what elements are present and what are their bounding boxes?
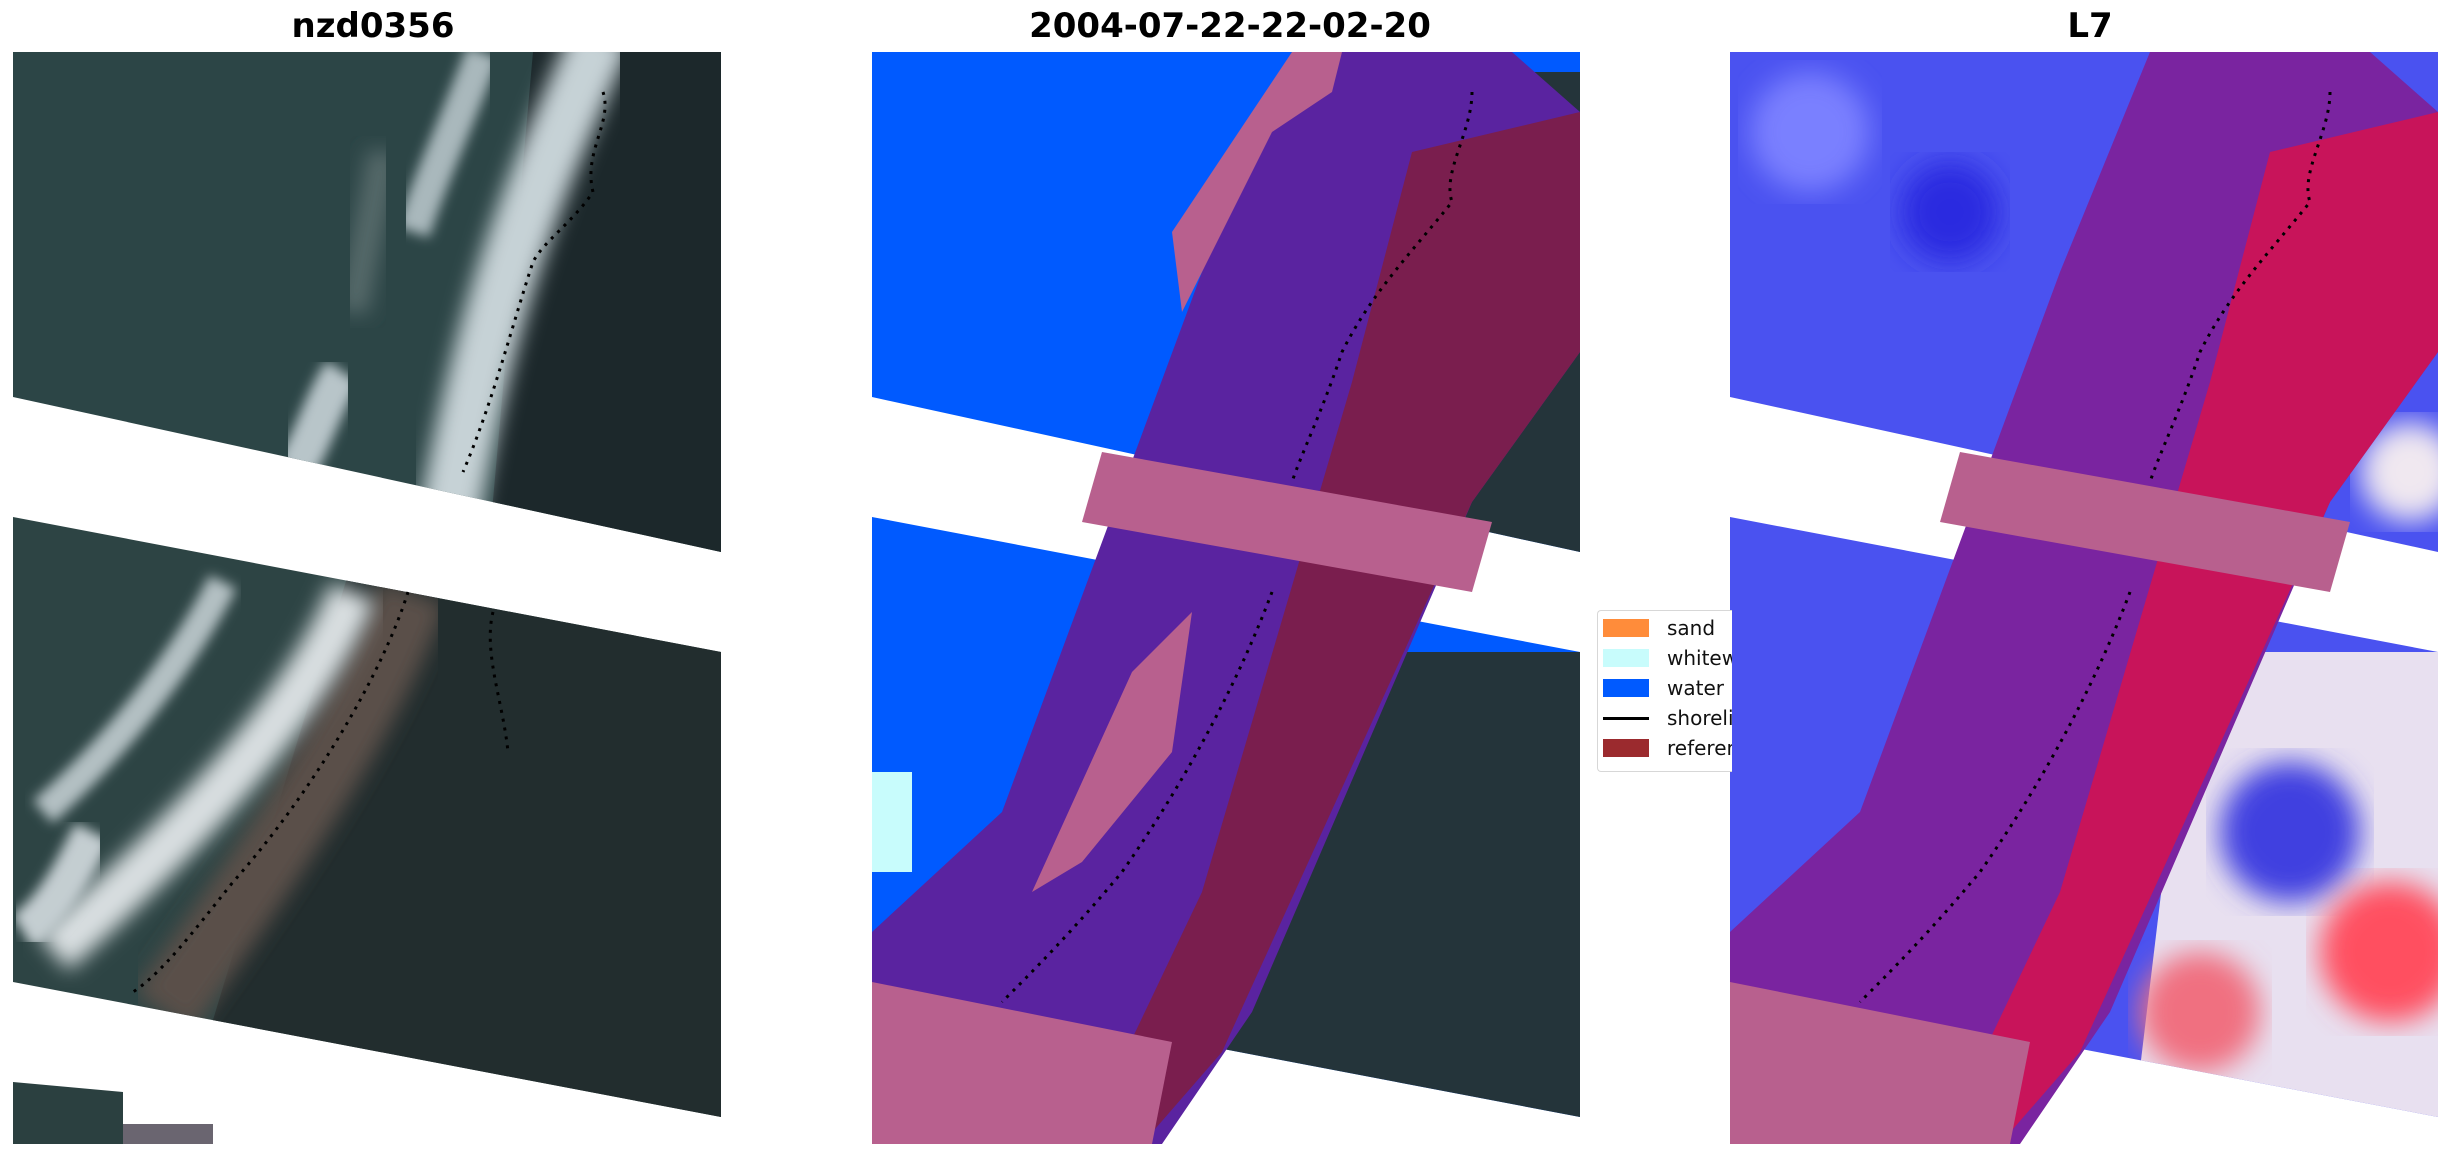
- legend-item-water: water: [1598, 673, 1724, 703]
- panel-title-index: L7: [2067, 6, 2113, 46]
- classification-panel: [872, 52, 1580, 1144]
- index-panel: [1730, 52, 2438, 1144]
- water-swatch: [1603, 679, 1649, 697]
- sand-swatch: [1603, 619, 1649, 637]
- legend-label-sand: sand: [1667, 616, 1716, 640]
- legend-label-reference: reference: [1667, 736, 1732, 760]
- legend-item-sand: sand: [1598, 613, 1715, 643]
- whitewater-swatch: [1603, 649, 1649, 667]
- legend-item-reference: reference: [1598, 733, 1732, 763]
- legend-label-shoreline: shoreline: [1667, 706, 1732, 730]
- index-image: [1730, 52, 2438, 1144]
- rgb-image: [13, 52, 721, 1144]
- classification-image: [872, 52, 1580, 1144]
- panel-title-classification: 2004-07-22-22-02-20: [1029, 6, 1431, 46]
- panel-title-rgb: nzd0356: [291, 6, 455, 46]
- legend-label-water: water: [1667, 676, 1724, 700]
- reference-swatch: [1603, 739, 1649, 757]
- rgb-image-panel: [13, 52, 721, 1144]
- legend-item-shoreline: shoreline: [1598, 703, 1732, 733]
- shoreline-line-icon: [1603, 716, 1649, 720]
